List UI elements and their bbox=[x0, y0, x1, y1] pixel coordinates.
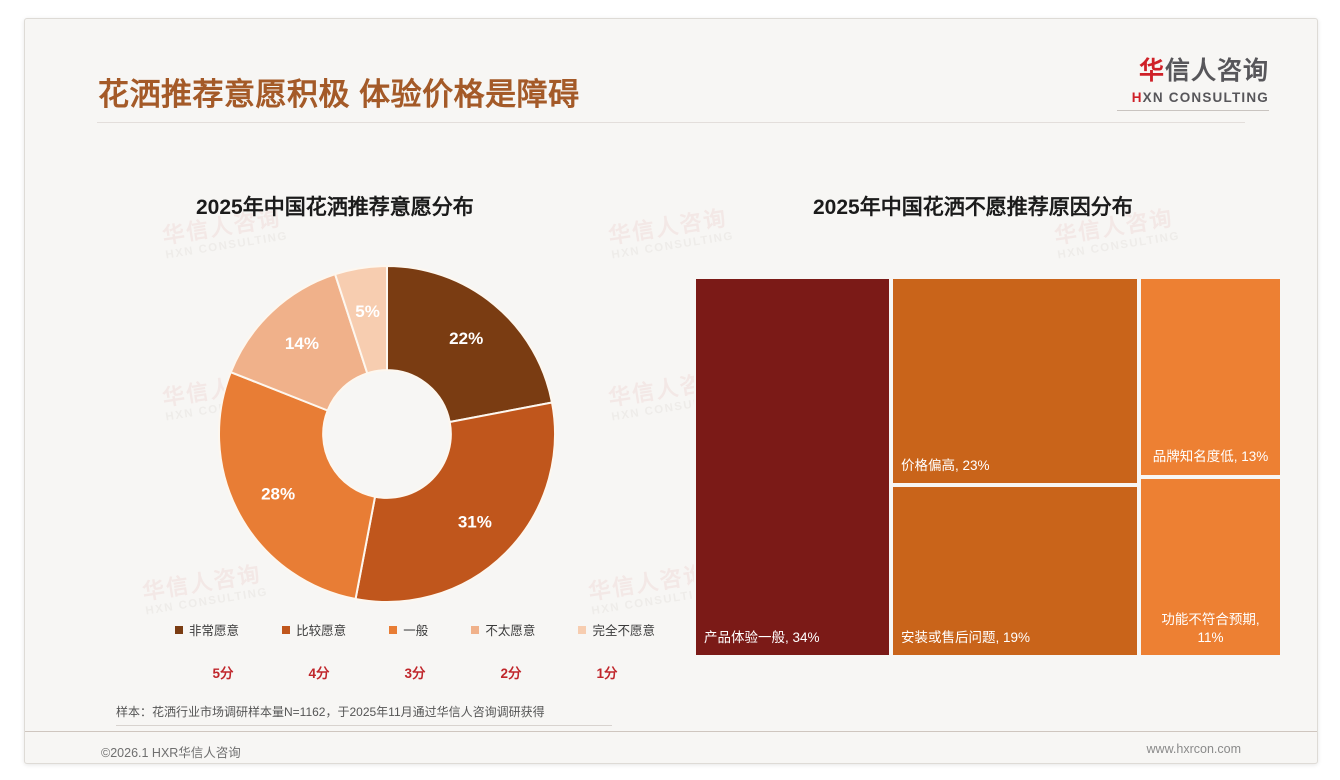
left-chart-title: 2025年中国花洒推荐意愿分布 bbox=[196, 196, 474, 219]
copyright-text: ©2026.1 HXR华信人咨询 bbox=[101, 746, 241, 760]
logo-english-highlight: H bbox=[1131, 90, 1143, 105]
donut-slice-label: 5% bbox=[355, 302, 380, 321]
legend-item[interactable]: 不太愿意 bbox=[471, 620, 535, 639]
legend-swatch-icon bbox=[471, 625, 480, 634]
donut-svg: 22% 31% 28% 14% 5% bbox=[218, 264, 556, 603]
treemap-cell-label: 品牌知名度低, 13% bbox=[1152, 449, 1269, 465]
logo-divider bbox=[1117, 109, 1269, 111]
treemap-cell-label: 产品体验一般, 34% bbox=[704, 629, 820, 645]
logo-chinese: 华信人咨询 bbox=[1117, 59, 1269, 84]
sample-footnote: 样本：花洒行业市场调研样本量N=1162，于2025年11月通过华信人咨询调研获… bbox=[116, 705, 545, 719]
donut-slice[interactable] bbox=[218, 370, 377, 601]
donut-slice[interactable] bbox=[229, 272, 369, 412]
treemap-cell[interactable]: 功能不符合预期, 11% bbox=[1139, 476, 1282, 657]
donut-slice-label: 28% bbox=[261, 484, 295, 503]
page-title: 花洒推荐意愿积极 体验价格是障碍 bbox=[98, 77, 580, 112]
legend-swatch-icon bbox=[389, 625, 398, 634]
legend-label: 不太愿意 bbox=[485, 624, 536, 638]
legend-label: 比较愿意 bbox=[296, 624, 347, 638]
score-scale-row: 5分 4分 3分 2分 1分 bbox=[175, 662, 655, 682]
logo-chinese-rest: 信人咨询 bbox=[1164, 57, 1269, 85]
legend-label: 一般 bbox=[403, 624, 429, 638]
legend-label: 非常愿意 bbox=[189, 624, 240, 638]
treemap-cell-label: 安装或售后问题, 19% bbox=[900, 629, 1030, 645]
score-label: 5分 bbox=[212, 666, 234, 681]
slide-header: 花洒推荐意愿积极 体验价格是障碍 华信人咨询 HXN CONSULTING bbox=[25, 19, 1317, 123]
legend-swatch-icon bbox=[578, 625, 587, 634]
footnote-divider bbox=[116, 725, 612, 726]
unwilling-reasons-treemap-chart: 产品体验一般, 34% 价格偏高, 23% 安装或售后问题, 19% 品牌知名度低, … bbox=[694, 277, 1282, 657]
watermark: 华信人咨询 HXN CONSULTING bbox=[606, 205, 735, 262]
score-label: 3分 bbox=[404, 666, 426, 681]
legend-swatch-icon bbox=[175, 625, 183, 634]
donut-slice-label: 14% bbox=[285, 334, 319, 353]
logo-chinese-highlight: 华 bbox=[1138, 57, 1165, 85]
watermark-en: HXN CONSULTING bbox=[164, 230, 289, 262]
treemap-cell[interactable]: 安装或售后问题, 19% bbox=[890, 485, 1140, 657]
watermark-en: HXN CONSULTING bbox=[610, 230, 735, 262]
website-url[interactable]: www.hxrcon.com bbox=[1146, 742, 1241, 756]
company-logo: 华信人咨询 HXN CONSULTING bbox=[1117, 59, 1269, 111]
donut-slice[interactable] bbox=[386, 264, 554, 424]
donut-slice[interactable] bbox=[333, 264, 388, 375]
donut-legend: 非常愿意 比较愿意 一般 不太愿意 完全不愿意 bbox=[175, 620, 655, 639]
legend-label: 完全不愿意 bbox=[592, 624, 655, 638]
watermark-cn: 华信人咨询 bbox=[606, 205, 730, 249]
treemap-cell-label: 功能不符合预期, 11% bbox=[1161, 611, 1260, 645]
right-chart-title: 2025年中国花洒不愿推荐原因分布 bbox=[813, 196, 1133, 219]
legend-item[interactable]: 非常愿意 bbox=[175, 620, 239, 639]
legend-item[interactable]: 比较愿意 bbox=[282, 620, 346, 639]
logo-english: HXN CONSULTING bbox=[1117, 91, 1269, 105]
recommendation-willingness-donut-chart: 22% 31% 28% 14% 5% bbox=[217, 264, 557, 604]
treemap-cell[interactable]: 产品体验一般, 34% bbox=[694, 277, 891, 657]
legend-swatch-icon bbox=[282, 625, 291, 634]
donut-slice-label: 22% bbox=[449, 329, 483, 348]
header-divider bbox=[97, 122, 1245, 123]
treemap-cell[interactable]: 价格偏高, 23% bbox=[890, 277, 1140, 486]
logo-english-rest: XN CONSULTING bbox=[1142, 90, 1269, 105]
treemap-cell[interactable]: 品牌知名度低, 13% bbox=[1139, 277, 1282, 477]
treemap-cell-label: 价格偏高, 23% bbox=[900, 458, 990, 474]
footer-divider bbox=[25, 731, 1317, 732]
legend-item[interactable]: 一般 bbox=[389, 620, 428, 639]
slide-canvas: 华信人咨询 HXN CONSULTING 华信人咨询 HXN CONSULTIN… bbox=[24, 18, 1318, 764]
score-label: 1分 bbox=[596, 666, 618, 681]
score-label: 2分 bbox=[500, 666, 522, 681]
donut-slice[interactable] bbox=[354, 401, 556, 603]
score-label: 4分 bbox=[308, 666, 330, 681]
donut-slice-label: 31% bbox=[458, 512, 492, 531]
watermark-en: HXN CONSULTING bbox=[1056, 230, 1181, 262]
legend-item[interactable]: 完全不愿意 bbox=[578, 620, 655, 639]
